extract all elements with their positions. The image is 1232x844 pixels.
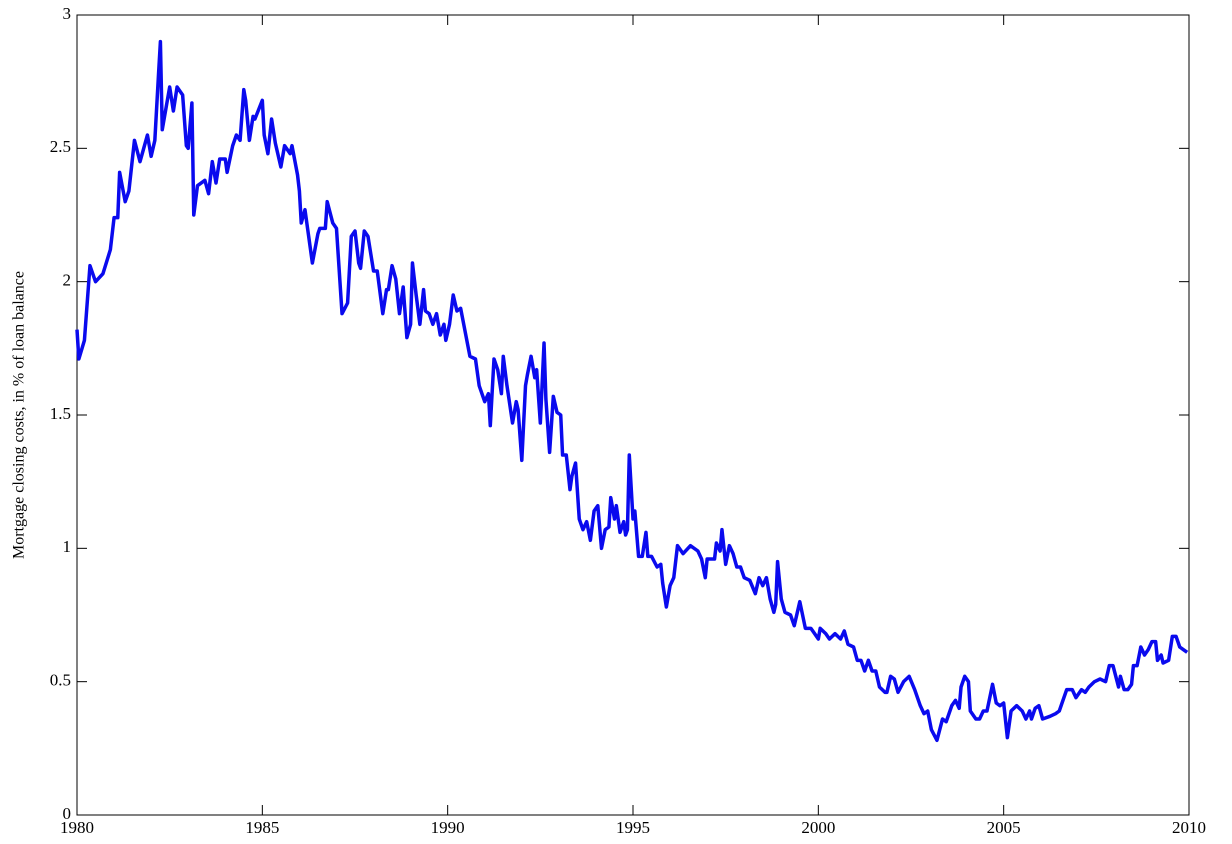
y-tick-label: 1 (63, 537, 72, 556)
data-line (75, 39, 1189, 743)
plot-frame (76, 14, 1190, 816)
x-tick-label: 1990 (431, 818, 465, 837)
x-tick-label: 2005 (987, 818, 1021, 837)
x-tick-label: 1985 (245, 818, 279, 837)
y-tick-label: 0.5 (50, 671, 71, 690)
x-tick-label: 1995 (616, 818, 650, 837)
y-tick-label: 0 (63, 804, 72, 823)
x-tick-label: 2010 (1172, 818, 1206, 837)
y-tick-label: 2.5 (50, 137, 71, 156)
y-tick-label: 2 (63, 271, 72, 290)
y-tick-label: 1.5 (50, 404, 71, 423)
x-tick-label: 2000 (801, 818, 835, 837)
y-tick-label: 3 (63, 4, 72, 23)
y-axis-label: Mortgage closing costs, in % of loan bal… (11, 271, 28, 559)
x-tick-label: 1980 (60, 818, 94, 837)
